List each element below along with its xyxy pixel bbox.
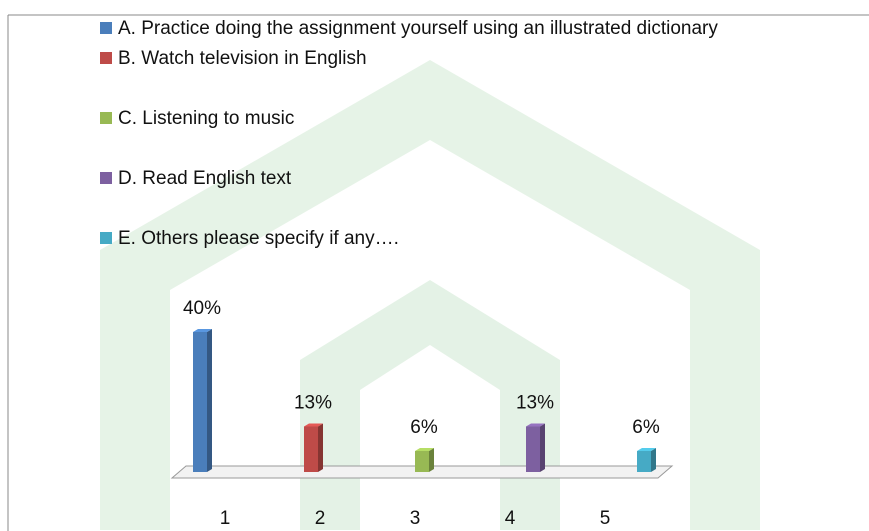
legend-label: E. Others please specify if any…. <box>118 228 399 249</box>
legend-label: D. Read English text <box>118 168 292 189</box>
bar <box>193 332 207 472</box>
legend-item: C. Listening to music <box>100 104 790 134</box>
bar <box>304 426 318 472</box>
bar-top <box>193 329 212 332</box>
bar-side <box>540 423 545 472</box>
bar-top <box>526 423 545 427</box>
legend-swatch <box>100 112 112 124</box>
legend-item: B. Watch television in English <box>100 44 790 74</box>
x-tick-label: 2 <box>315 508 326 529</box>
legend-label: C. Listening to music <box>118 108 295 129</box>
value-label: 6% <box>410 417 438 438</box>
value-label: 13% <box>294 393 332 414</box>
legend-label: B. Watch television in English <box>118 48 367 69</box>
x-tick-label: 1 <box>220 508 231 529</box>
bar-top <box>637 448 656 451</box>
value-label: 6% <box>632 417 660 438</box>
watermark-shape <box>300 280 560 530</box>
x-tick-label: 4 <box>505 508 516 529</box>
bar <box>637 451 651 472</box>
watermark <box>100 60 760 530</box>
bar-side <box>429 448 434 472</box>
legend-item: D. Read English text <box>100 164 790 194</box>
bar <box>526 426 540 472</box>
legend-item: A. Practice doing the assignment yoursel… <box>100 14 790 44</box>
legend-swatch <box>100 172 112 184</box>
value-label: 40% <box>183 298 221 319</box>
bar-side <box>207 329 212 472</box>
value-label: 13% <box>516 393 554 414</box>
legend-swatch <box>100 52 112 64</box>
bar-top <box>304 423 323 427</box>
legend-item: E. Others please specify if any…. <box>100 224 790 254</box>
bar-side <box>318 423 323 472</box>
legend-swatch <box>100 22 112 34</box>
x-tick-label: 5 <box>600 508 611 529</box>
legend-swatch <box>100 232 112 244</box>
legend: A. Practice doing the assignment yoursel… <box>100 14 790 284</box>
bar-side <box>651 448 656 472</box>
legend-label: A. Practice doing the assignment yoursel… <box>118 18 718 39</box>
watermark-shape <box>100 60 760 530</box>
bar-top <box>415 448 434 451</box>
bar <box>415 451 429 472</box>
x-tick-label: 3 <box>410 508 421 529</box>
